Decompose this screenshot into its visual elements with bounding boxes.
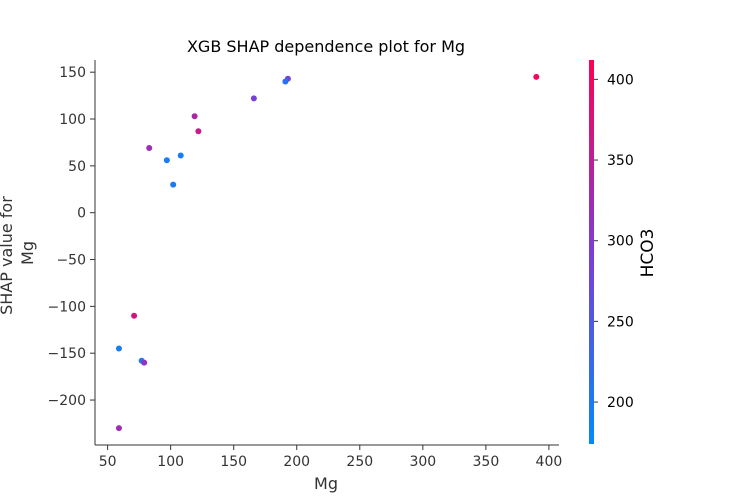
y-axis-label: SHAP value for Mg [0, 191, 37, 315]
x-tick-label: 200 [283, 454, 310, 470]
data-point [250, 95, 257, 102]
colorbar-tick-label: 350 [607, 153, 634, 169]
y-tick-label: −100 [48, 299, 86, 315]
y-axis-label-line-2: Mg [18, 241, 37, 265]
x-tick-label: 300 [409, 454, 436, 470]
chart-title: XGB SHAP dependence plot for Mg [187, 37, 465, 56]
x-axis-label: Mg [314, 474, 338, 493]
colorbar [589, 60, 594, 444]
data-point [170, 181, 177, 188]
data-point [141, 359, 148, 366]
y-tick-label: 150 [59, 65, 86, 81]
x-tick-label: 100 [157, 454, 184, 470]
data-point [533, 73, 540, 80]
colorbar-ticks: 400 350 300 250 200 [594, 72, 634, 411]
x-ticks: 50 100 150 200 250 300 350 400 [99, 445, 563, 470]
y-axis-label-line-1: SHAP value for [0, 196, 16, 315]
colorbar-tick-label: 250 [607, 314, 634, 330]
y-tick-label: 100 [59, 112, 86, 128]
data-point [177, 152, 184, 159]
y-tick-label: 0 [77, 206, 86, 222]
x-tick-label: 250 [346, 454, 373, 470]
data-point [115, 425, 122, 432]
data-point [195, 128, 202, 135]
x-tick-label: 150 [220, 454, 247, 470]
colorbar-tick-label: 200 [607, 395, 634, 411]
colorbar-tick-label: 400 [607, 72, 634, 88]
y-tick-label: 50 [68, 159, 86, 175]
y-tick-label: −50 [56, 253, 86, 269]
y-tick-label: −150 [48, 346, 86, 362]
data-point [146, 145, 153, 152]
x-tick-label: 50 [99, 454, 117, 470]
data-point [131, 312, 138, 319]
colorbar-tick-label: 300 [607, 234, 634, 250]
data-points [115, 73, 540, 432]
data-point [163, 157, 170, 164]
data-point [282, 78, 289, 85]
y-ticks: 150 100 50 0 −50 −100 −150 −200 [48, 65, 95, 409]
data-point [191, 113, 198, 120]
data-point [115, 345, 122, 352]
colorbar-label: HCO3 [638, 229, 658, 278]
y-tick-label: −200 [48, 393, 86, 409]
x-tick-label: 400 [536, 454, 563, 470]
x-tick-label: 350 [473, 454, 500, 470]
